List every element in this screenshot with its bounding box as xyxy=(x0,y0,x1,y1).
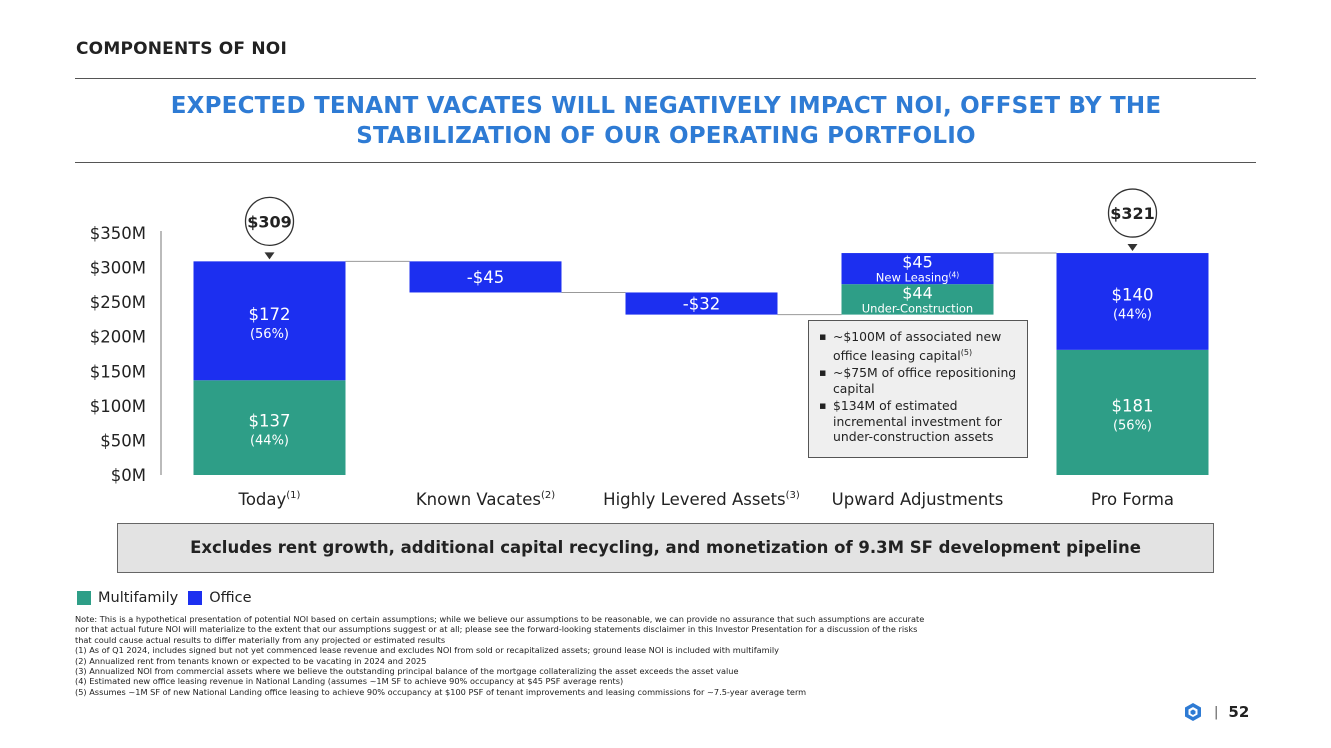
top-divider xyxy=(75,78,1256,79)
bar-value-label: $181 xyxy=(1112,396,1154,415)
footnote-line: (2) Annualized rent from tenants known o… xyxy=(75,655,427,666)
footnote-line: Note: This is a hypothetical presentatio… xyxy=(75,614,925,624)
total-label: $321 xyxy=(1110,204,1155,223)
bar-segment-multifamily xyxy=(1056,349,1209,475)
page-separator: | xyxy=(1214,704,1219,720)
bar-segment-office xyxy=(409,261,562,293)
y-tick-label: $50M xyxy=(100,431,146,450)
callout-item: ~$75M of office repositioning capital xyxy=(819,365,1021,396)
bar-sub-label: (44%) xyxy=(250,434,289,449)
bar-value-label: -$32 xyxy=(683,295,720,314)
x-category-label: Upward Adjustments xyxy=(832,490,1004,509)
footnote-line: (3) Annualized NOI from commercial asset… xyxy=(75,666,739,677)
legend-label: Office xyxy=(209,590,252,606)
legend-swatch-multifamily xyxy=(77,591,91,605)
bar-value-label: $140 xyxy=(1112,285,1154,304)
chart-legend: Multifamily Office xyxy=(77,590,262,606)
headline-line-2: STABILIZATION OF OUR OPERATING PORTFOLIO xyxy=(356,123,976,149)
headline-divider xyxy=(75,162,1256,163)
bar-sub-label: (56%) xyxy=(250,327,289,342)
callout-list: ~$100M of associated new office leasing … xyxy=(817,329,1021,445)
legend-swatch-office xyxy=(188,591,203,605)
x-category-label: Known Vacates(2) xyxy=(416,490,555,509)
bar-sub-label: (44%) xyxy=(1113,307,1152,322)
bar-value-label: $45 xyxy=(902,253,933,272)
x-category-label: Today(1) xyxy=(238,490,301,509)
bar-segment-office xyxy=(625,292,778,315)
legend-label: Multifamily xyxy=(98,590,179,606)
x-category-label: Pro Forma xyxy=(1091,490,1174,509)
total-bubble xyxy=(1107,188,1158,238)
y-tick-label: $350M xyxy=(90,224,146,243)
y-tick-label: $0M xyxy=(111,466,146,485)
footnote-line: (4) Estimated new office leasing revenue… xyxy=(75,676,624,687)
bar-sub-label: (56%) xyxy=(1113,418,1152,433)
total-bubble xyxy=(244,196,295,247)
headline: EXPECTED TENANT VACATES WILL NEGATIVELY … xyxy=(120,91,1212,151)
y-tick-label: $150M xyxy=(90,362,146,381)
total-pointer xyxy=(264,252,275,260)
page-footer: | 52 xyxy=(1185,703,1249,721)
footnote-line: that could cause actual results to diffe… xyxy=(75,634,446,645)
noi-waterfall-chart: $0M $50M $100M $150M $200M $250M $300M $350M Tod… xyxy=(90,188,1209,509)
exclusion-banner: Excludes rent growth, additional capital… xyxy=(117,523,1214,573)
bar-sub-label: Under-Construction xyxy=(862,301,973,315)
section-title: COMPONENTS OF NOI xyxy=(76,39,287,59)
bar-segment-multifamily xyxy=(193,380,346,475)
y-tick-label: $300M xyxy=(90,259,146,278)
footnote-line: nor that actual future NOI will material… xyxy=(75,624,918,635)
bar-segment-office xyxy=(193,261,346,381)
y-tick-label: $250M xyxy=(90,293,146,312)
total-label: $309 xyxy=(247,212,292,231)
bar-value-label: $172 xyxy=(249,305,291,324)
callout-item: $134M of estimated incremental investmen… xyxy=(819,398,1021,445)
bar-segment-multifamily xyxy=(841,284,994,315)
y-tick-label: $100M xyxy=(90,397,146,416)
footnote-line: (1) As of Q1 2024, includes signed but n… xyxy=(75,645,779,656)
capital-callout: ~$100M of associated new office leasing … xyxy=(808,320,1028,458)
bar-segment-office xyxy=(841,253,994,285)
bar-segment-office xyxy=(1056,253,1209,350)
bar-sub-label: New Leasing(4) xyxy=(876,271,960,285)
callout-footnote-ref: (5) xyxy=(960,347,973,357)
page-number: 52 xyxy=(1228,703,1250,721)
y-tick-label: $200M xyxy=(90,328,146,347)
headline-line-1: EXPECTED TENANT VACATES WILL NEGATIVELY … xyxy=(170,93,1162,119)
bar-value-label: $44 xyxy=(902,283,933,302)
total-pointer xyxy=(1127,244,1138,252)
footnotes: Note: This is a hypothetical presentatio… xyxy=(75,614,1175,697)
x-category-label: Highly Levered Assets(3) xyxy=(603,490,800,509)
bar-value-label: $137 xyxy=(249,412,291,431)
footnote-line: (5) Assumes ~1M SF of new National Landi… xyxy=(75,686,807,697)
callout-item: ~$100M of associated new office leasing … xyxy=(819,329,1021,363)
brand-logo-icon xyxy=(1185,703,1201,721)
bar-value-label: -$45 xyxy=(467,268,504,287)
